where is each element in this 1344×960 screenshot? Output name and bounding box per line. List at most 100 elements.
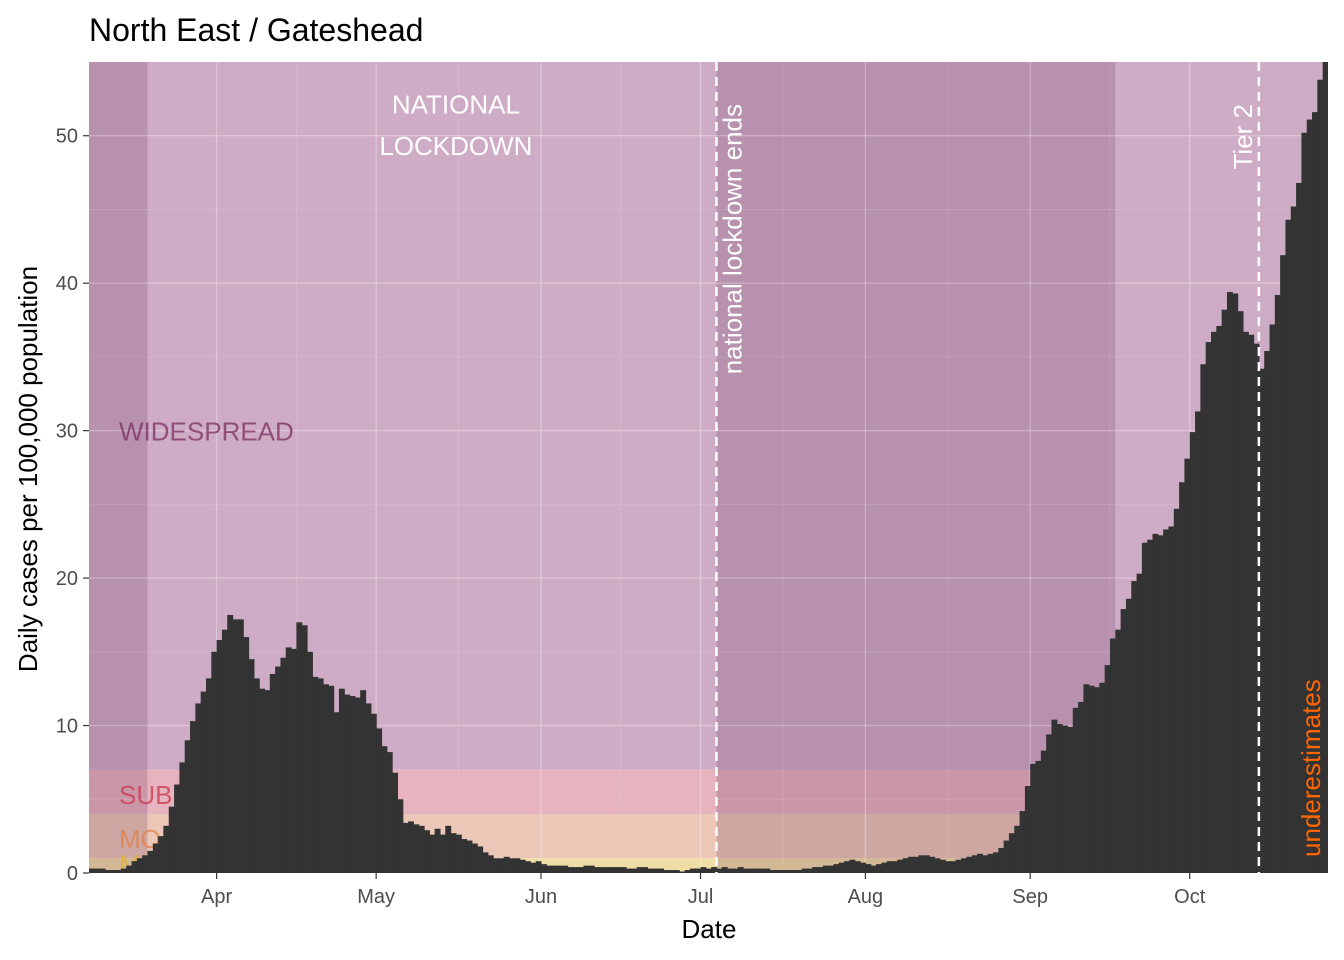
bar bbox=[1078, 701, 1084, 873]
bar bbox=[1200, 364, 1207, 873]
bar bbox=[1317, 79, 1324, 873]
bar bbox=[673, 870, 680, 873]
event-label: Tier 2 bbox=[1228, 104, 1258, 170]
bar bbox=[578, 867, 585, 873]
underestimates-label: underestimates bbox=[1296, 679, 1326, 857]
bar bbox=[205, 678, 212, 873]
bar bbox=[158, 836, 165, 873]
bar bbox=[1280, 255, 1287, 873]
bar bbox=[110, 870, 117, 873]
y-tick-label: 30 bbox=[56, 421, 78, 443]
bar bbox=[774, 870, 781, 873]
bar bbox=[381, 746, 388, 873]
bar bbox=[147, 850, 154, 873]
bar bbox=[269, 673, 276, 873]
bar bbox=[1014, 825, 1021, 873]
bar bbox=[913, 856, 920, 873]
bar bbox=[1184, 458, 1191, 873]
bar bbox=[413, 824, 420, 873]
bar bbox=[562, 865, 569, 873]
bar bbox=[955, 859, 962, 873]
bar bbox=[870, 865, 877, 873]
bar bbox=[881, 862, 888, 873]
bar bbox=[642, 867, 648, 873]
bar bbox=[833, 864, 840, 873]
bar bbox=[498, 858, 505, 873]
bar bbox=[264, 690, 271, 873]
bar bbox=[902, 858, 909, 873]
bar bbox=[1003, 840, 1010, 873]
bar bbox=[1195, 411, 1201, 873]
bar bbox=[89, 868, 95, 873]
bar bbox=[1099, 682, 1106, 873]
x-axis-title: Date bbox=[682, 914, 737, 944]
bar bbox=[1115, 629, 1122, 873]
bar bbox=[828, 865, 835, 873]
bar bbox=[817, 867, 824, 873]
bar bbox=[1083, 684, 1090, 873]
bar bbox=[780, 870, 787, 873]
bar bbox=[732, 868, 739, 873]
bar bbox=[349, 696, 356, 873]
bar bbox=[551, 865, 558, 873]
bar bbox=[1205, 342, 1212, 873]
bar bbox=[796, 870, 803, 873]
bar bbox=[588, 865, 595, 873]
bar bbox=[402, 822, 409, 873]
bar bbox=[1248, 334, 1255, 873]
bar bbox=[556, 865, 563, 873]
bar bbox=[1062, 725, 1069, 873]
bar bbox=[1269, 324, 1276, 873]
bar bbox=[705, 868, 712, 873]
bar bbox=[1333, 159, 1339, 873]
bar bbox=[876, 864, 882, 873]
bar bbox=[434, 828, 441, 873]
bar bbox=[1094, 687, 1100, 873]
bar bbox=[753, 868, 760, 873]
bar bbox=[934, 858, 941, 873]
bar bbox=[1147, 539, 1154, 873]
bar bbox=[721, 867, 728, 873]
bar bbox=[1179, 482, 1186, 873]
bar bbox=[509, 858, 516, 873]
bar bbox=[854, 861, 861, 873]
bar bbox=[120, 868, 127, 873]
x-tick-label: Apr bbox=[201, 886, 232, 908]
bar bbox=[950, 861, 957, 873]
bar bbox=[546, 865, 553, 873]
bar bbox=[849, 859, 856, 873]
bar bbox=[822, 865, 829, 873]
bar bbox=[594, 867, 601, 873]
bar bbox=[1046, 734, 1053, 873]
bar bbox=[1120, 609, 1127, 873]
bar bbox=[1035, 760, 1042, 873]
bar bbox=[961, 858, 968, 873]
bar bbox=[1221, 309, 1228, 873]
chart-title: North East / Gateshead bbox=[89, 12, 423, 48]
y-tick-label: 0 bbox=[67, 863, 78, 885]
y-tick-label: 40 bbox=[56, 273, 78, 295]
bar bbox=[1040, 750, 1047, 873]
bar bbox=[174, 784, 180, 873]
bar bbox=[1216, 325, 1223, 873]
bar bbox=[535, 861, 542, 873]
bar bbox=[1168, 526, 1175, 873]
bar bbox=[163, 825, 170, 873]
bar bbox=[647, 868, 654, 873]
bar bbox=[1290, 206, 1297, 873]
bar bbox=[99, 868, 106, 873]
bar bbox=[1008, 833, 1015, 873]
bar bbox=[1067, 727, 1074, 873]
bar bbox=[259, 688, 266, 873]
bar bbox=[1306, 119, 1313, 873]
bar bbox=[493, 858, 500, 873]
bar bbox=[195, 703, 202, 873]
bar bbox=[939, 859, 946, 873]
bar bbox=[354, 697, 361, 873]
bar bbox=[530, 862, 537, 873]
bar bbox=[886, 861, 893, 873]
bar bbox=[360, 690, 367, 873]
bar bbox=[184, 740, 191, 873]
bar bbox=[227, 614, 234, 873]
